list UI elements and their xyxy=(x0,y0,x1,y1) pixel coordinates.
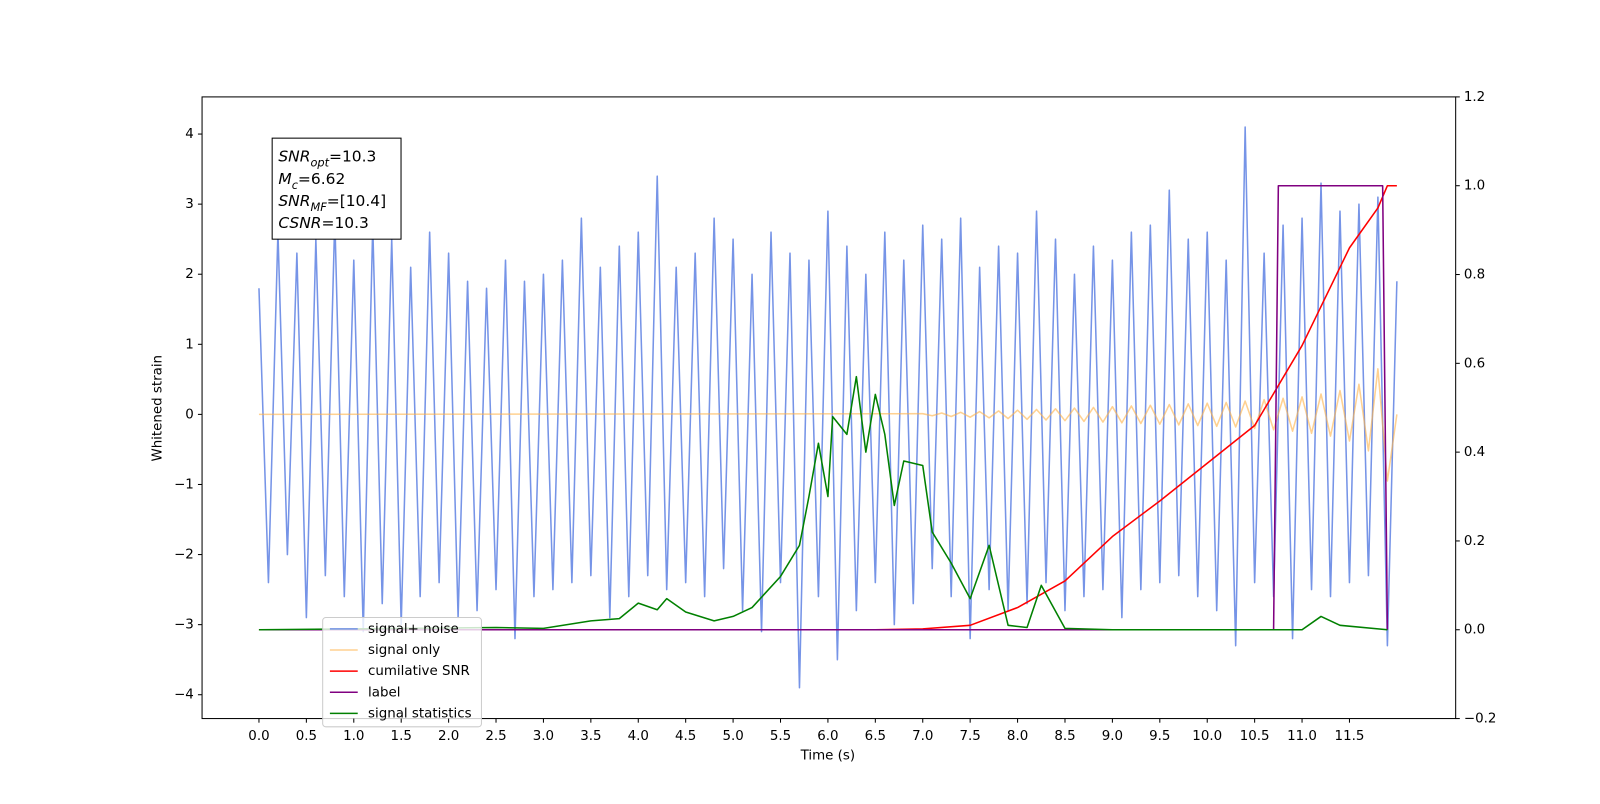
series-line xyxy=(258,368,1398,482)
x-tick-label: 7.5 xyxy=(960,729,981,744)
y2-tick-label: 0.6 xyxy=(1464,356,1485,371)
y-tick-label: 1 xyxy=(185,337,194,352)
annotation-frame xyxy=(271,137,402,240)
y-axis-label: Whitened strain xyxy=(151,355,166,462)
series-line xyxy=(258,184,1397,631)
y-tick-label: −2 xyxy=(174,548,194,563)
x-tick-label: 10.0 xyxy=(1192,729,1222,744)
y-tick-label: 4 xyxy=(185,127,194,142)
legend-label: signal+ noise xyxy=(368,622,459,637)
annotation-subscript: c xyxy=(292,178,299,192)
y2-tick-label: 0.4 xyxy=(1464,445,1485,460)
series-line xyxy=(258,184,1389,631)
annotation-subscript: opt xyxy=(310,156,329,170)
y-tick-label: 2 xyxy=(185,267,194,282)
annotation-value: =10.3 xyxy=(329,147,376,165)
x-tick-label: 0.0 xyxy=(248,729,269,744)
x-tick-label: 1.5 xyxy=(391,729,412,744)
y-tick-label: −1 xyxy=(174,477,194,492)
x-tick-label: 9.5 xyxy=(1149,729,1170,744)
legend: signal+ noise signal only cumilative SNR la… xyxy=(322,617,482,728)
x-tick-label: 11.0 xyxy=(1287,729,1317,744)
legend-label: signal statistics xyxy=(368,706,472,721)
annotation-symbol: CSNR xyxy=(278,214,321,232)
y2-tick-label: 1.2 xyxy=(1464,90,1485,105)
annotation-value: =6.62 xyxy=(298,169,345,187)
x-axis-label: Time (s) xyxy=(800,749,855,764)
x-tick-label: 6.5 xyxy=(865,729,886,744)
x-tick-label: 9.0 xyxy=(1102,729,1123,744)
x-tick-label: 8.5 xyxy=(1054,729,1075,744)
annotation-line: Mc=6.62 xyxy=(278,169,345,192)
legend-label: cumilative SNR xyxy=(368,664,470,679)
series-line xyxy=(258,126,1398,689)
x-tick-label: 3.0 xyxy=(533,729,554,744)
series-line xyxy=(258,375,1388,631)
x-tick-label: 8.0 xyxy=(1007,729,1028,744)
axes-frame xyxy=(201,96,1457,720)
x-tick-label: 4.5 xyxy=(675,729,696,744)
x-tick-label: 5.5 xyxy=(770,729,791,744)
x-tick-label: 1.0 xyxy=(343,729,364,744)
x-tick-label: 5.0 xyxy=(722,729,743,744)
x-tick-label: 11.5 xyxy=(1335,729,1365,744)
x-tick-label: 4.0 xyxy=(628,729,649,744)
legend-label: label xyxy=(368,685,400,700)
y-tick-label: 3 xyxy=(185,197,194,212)
legend-label: signal only xyxy=(368,643,440,658)
y-tick-label: −3 xyxy=(174,618,194,633)
annotation-line: SNRopt=10.3 xyxy=(278,147,376,170)
y-tick-label: 0 xyxy=(185,407,194,422)
annotation-value: =[10.4] xyxy=(327,192,386,210)
y2-tick-label: 1.0 xyxy=(1464,179,1485,194)
x-tick-label: 6.0 xyxy=(817,729,838,744)
x-tick-label: 7.0 xyxy=(912,729,933,744)
annotation-line: SNRMF=[10.4] xyxy=(278,192,386,215)
y2-tick-label: −0.2 xyxy=(1464,712,1497,727)
annotation-subscript: MF xyxy=(310,200,327,214)
annotation-symbol: SNR xyxy=(278,147,310,165)
y-tick-label: −4 xyxy=(174,688,194,703)
x-tick-label: 2.0 xyxy=(438,729,459,744)
plot-area xyxy=(258,126,1398,689)
y2-tick-label: 0.8 xyxy=(1464,268,1485,283)
legend-frame xyxy=(322,617,482,728)
annotation-value: =10.3 xyxy=(322,214,369,232)
annotation-line: CSNR=10.3 xyxy=(278,214,369,232)
y2-tick-label: 0.0 xyxy=(1464,623,1485,638)
annotation-symbol: M xyxy=(278,169,291,187)
x-tick-label: 2.5 xyxy=(485,729,506,744)
x-tick-label: 3.5 xyxy=(580,729,601,744)
x-tick-label: 0.5 xyxy=(296,729,317,744)
y2-tick-label: 0.2 xyxy=(1464,534,1485,549)
annotation-symbol: SNR xyxy=(278,192,310,210)
x-tick-label: 10.5 xyxy=(1240,729,1270,744)
